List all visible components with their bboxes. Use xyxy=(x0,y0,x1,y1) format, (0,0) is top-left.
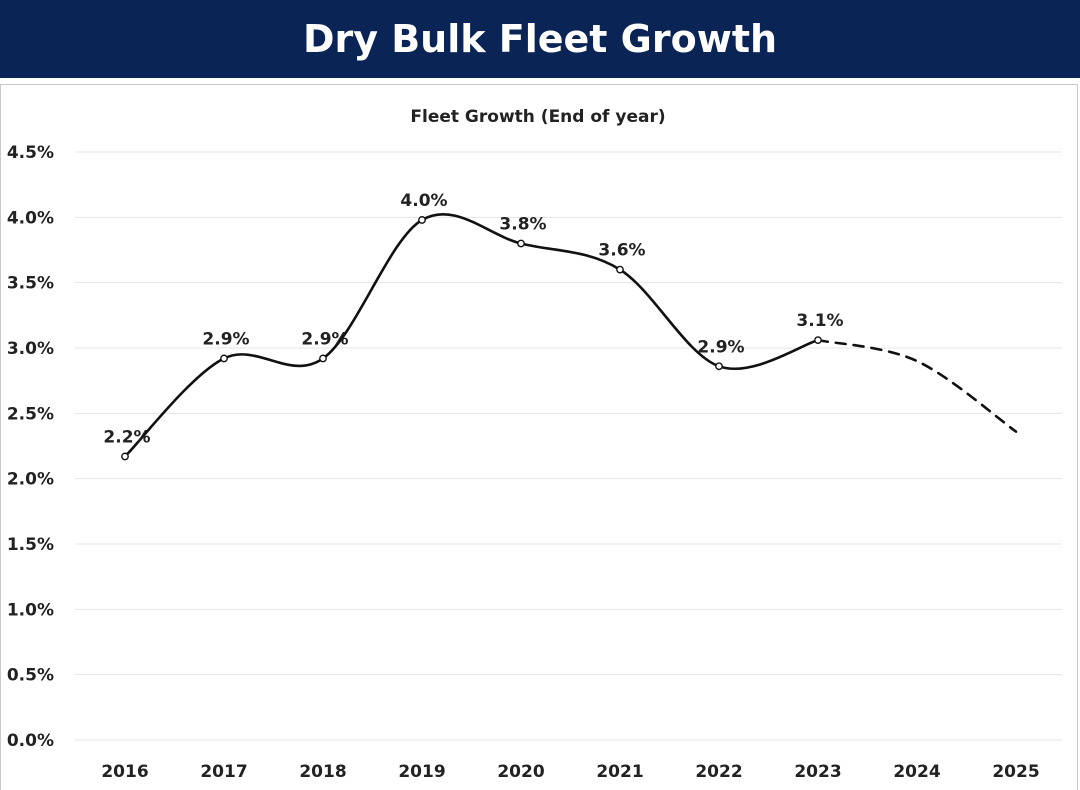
data-point xyxy=(715,362,723,371)
x-tick-label: 2025 xyxy=(992,762,1039,782)
data-point xyxy=(121,452,129,461)
data-label: 2.9% xyxy=(301,329,348,349)
x-tick-label: 2022 xyxy=(695,762,742,782)
data-label: 2.9% xyxy=(202,329,249,349)
data-label: 4.0% xyxy=(400,191,447,211)
x-tick-label: 2018 xyxy=(299,762,346,782)
forecast-series-line xyxy=(816,338,1018,433)
data-label: 3.8% xyxy=(499,214,546,234)
y-tick-label: 2.5% xyxy=(7,404,54,424)
x-tick-label: 2017 xyxy=(200,762,247,782)
page-title: Dry Bulk Fleet Growth xyxy=(0,0,1080,78)
data-point xyxy=(517,239,525,248)
data-labels: 2.2% 2.9% 2.9% 4.0% 3.8% 3.6% 2.9% 3.1% xyxy=(103,191,843,448)
data-point xyxy=(616,265,624,274)
y-tick-label: 1.0% xyxy=(7,600,54,620)
data-label: 2.2% xyxy=(103,427,150,447)
data-label: 2.9% xyxy=(697,337,744,357)
series-lines xyxy=(123,213,1018,458)
y-tick-label: 1.5% xyxy=(7,535,54,555)
y-tick-label: 2.0% xyxy=(7,470,54,490)
y-axis-tick-labels: 0.0% 0.5% 1.0% 1.5% 2.0% 2.5% 3.0% 3.5% 4.0% 4.5% xyxy=(7,143,54,751)
data-point xyxy=(418,216,426,224)
data-point xyxy=(814,336,822,345)
data-point xyxy=(220,354,228,363)
x-tick-label: 2016 xyxy=(101,762,148,782)
y-tick-label: 0.0% xyxy=(7,731,54,751)
data-label: 3.6% xyxy=(598,241,645,261)
y-tick-label: 4.0% xyxy=(7,208,54,228)
y-tick-label: 3.0% xyxy=(7,339,54,359)
x-tick-label: 2019 xyxy=(398,762,445,782)
data-label: 3.1% xyxy=(796,311,843,331)
x-tick-label: 2024 xyxy=(893,762,940,782)
grid-lines xyxy=(75,151,1062,741)
data-markers xyxy=(121,216,822,461)
x-tick-label: 2021 xyxy=(596,762,643,782)
y-tick-label: 0.5% xyxy=(7,666,54,686)
actual-series-line xyxy=(123,213,820,458)
x-axis-tick-labels: 2016 2017 2018 2019 2020 2021 2022 2023 2024 2025 xyxy=(101,762,1039,782)
data-point xyxy=(319,354,327,363)
x-tick-label: 2023 xyxy=(794,762,841,782)
y-tick-label: 4.5% xyxy=(7,143,54,163)
y-tick-label: 3.5% xyxy=(7,274,54,294)
x-tick-label: 2020 xyxy=(497,762,544,782)
chart-title: Fleet Growth (End of year) xyxy=(410,107,665,127)
chart-frame xyxy=(0,84,1078,790)
